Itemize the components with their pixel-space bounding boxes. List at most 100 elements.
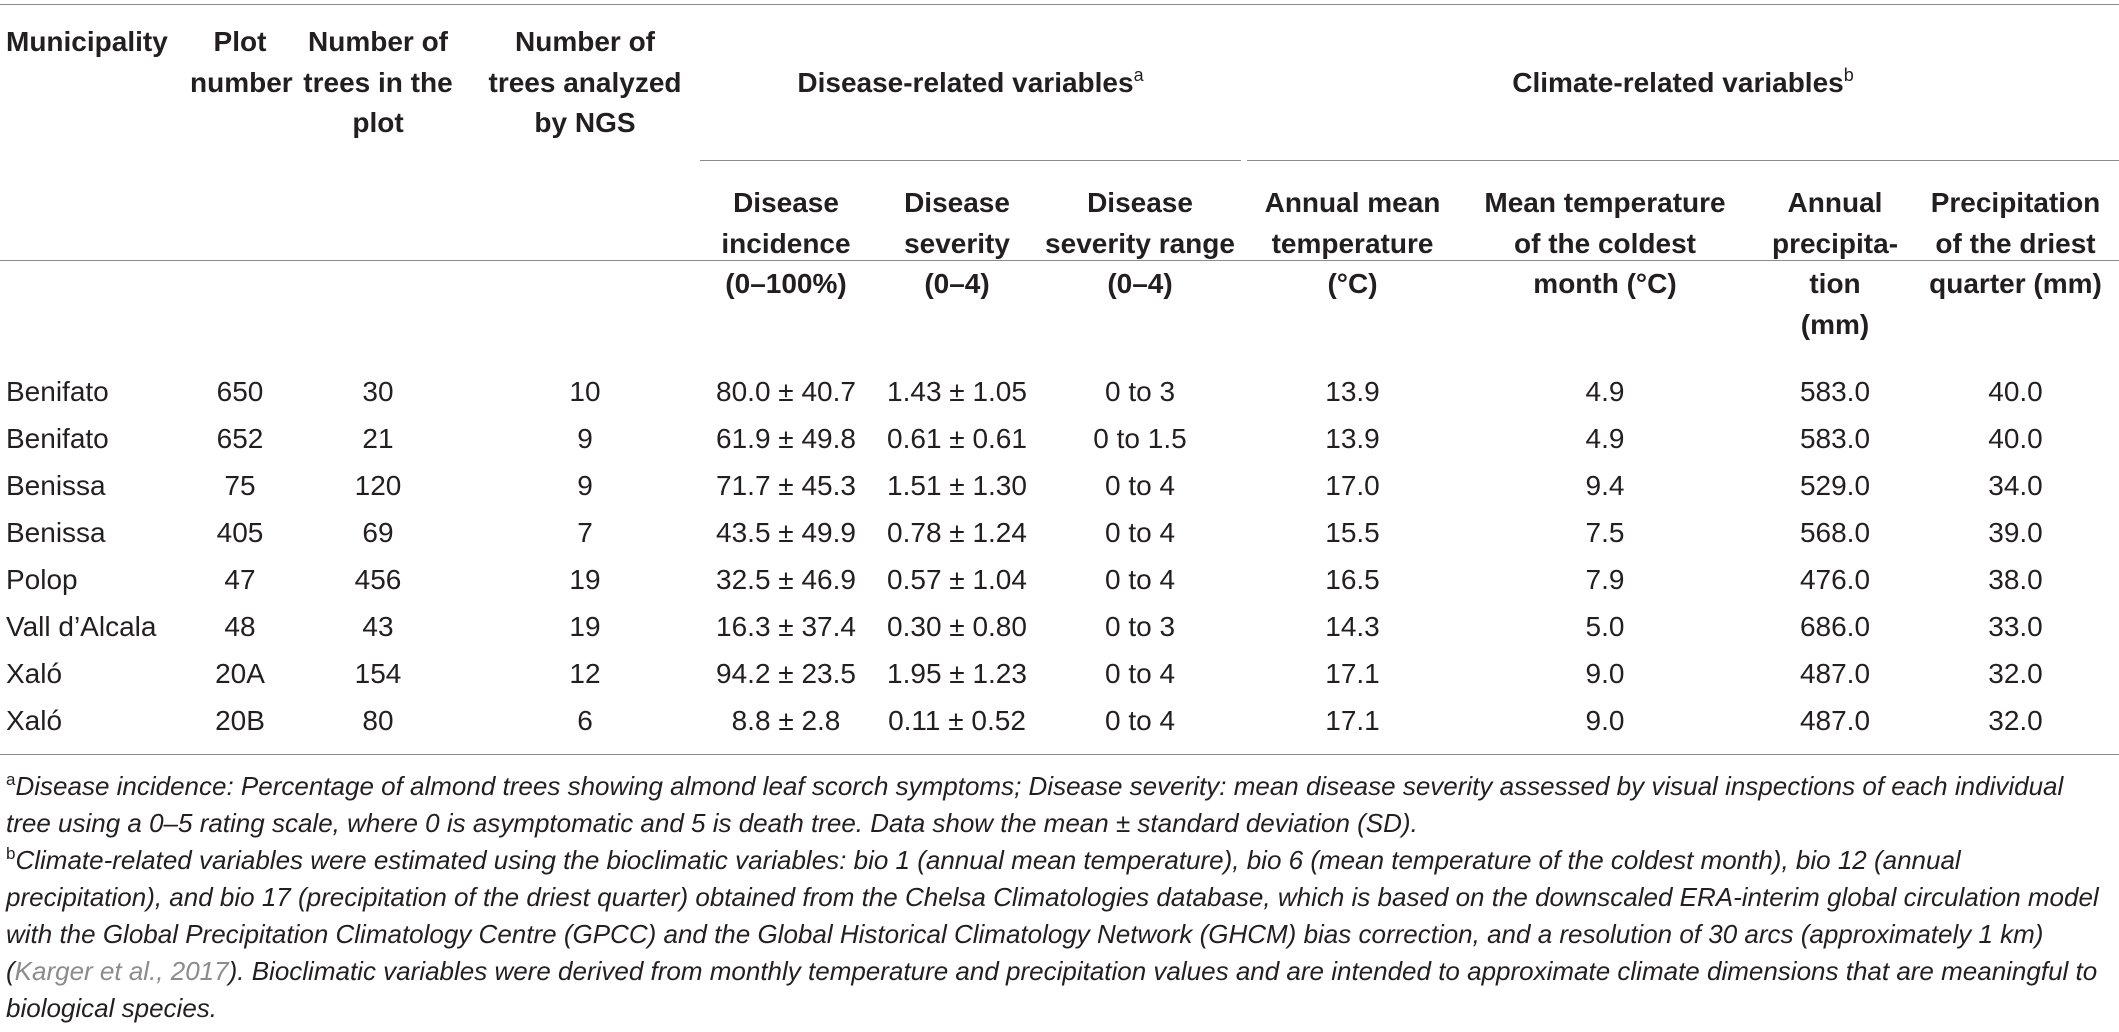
- table-row: Benifato 650 30 10 80.0 ± 40.7 1.43 ± 1.…: [0, 368, 2119, 415]
- footnote-a-text: Disease incidence: Percentage of almond …: [6, 771, 2064, 838]
- footnote-a-marker: a: [6, 770, 16, 789]
- cell-incidence: 43.5 ± 49.9: [716, 517, 856, 548]
- footnote-b-marker: b: [6, 844, 16, 863]
- cell-municipality: Benifato: [6, 376, 109, 407]
- cell-incidence: 8.8 ± 2.8: [731, 705, 841, 736]
- cell-municipality: Xaló: [6, 658, 63, 689]
- table-bottom-rule: [0, 754, 2119, 755]
- cell-trees-ngs: 9: [577, 470, 593, 501]
- cell-municipality: Polop: [6, 564, 78, 595]
- cell-incidence: 71.7 ± 45.3: [716, 470, 856, 501]
- cell-plot-number: 405: [216, 517, 264, 548]
- footnote-marker-a: a: [1133, 64, 1144, 85]
- cell-annual-precip: 529.0: [1799, 470, 1871, 501]
- cell-severity: 0.30 ± 0.80: [887, 611, 1027, 642]
- table-row: Xaló 20B 80 6 8.8 ± 2.8 0.11 ± 0.52 0 to…: [0, 697, 2119, 744]
- header-severity-range: Disease severity range (0–4): [1045, 187, 1235, 299]
- cell-precip-driest: 34.0: [1988, 470, 2043, 501]
- header-plot-number: Plot number: [190, 26, 293, 98]
- cell-trees-in-plot: 30: [362, 376, 394, 407]
- cell-annual-precip: 686.0: [1799, 611, 1871, 642]
- group-climate-label: Climate-related variables: [1512, 66, 1844, 98]
- header-bottom-rule: [0, 260, 2119, 261]
- cell-annual-mean-temp: 16.5: [1325, 564, 1380, 595]
- cell-trees-in-plot: 120: [354, 470, 402, 501]
- table-row: Vall d’Alcala 48 43 19 16.3 ± 37.4 0.30 …: [0, 603, 2119, 650]
- cell-plot-number: 650: [216, 376, 264, 407]
- cell-trees-ngs: 7: [577, 517, 593, 548]
- cell-annual-precip: 568.0: [1799, 517, 1871, 548]
- cell-annual-precip: 487.0: [1799, 658, 1871, 689]
- header-municipality: Municipality: [6, 26, 168, 57]
- cell-municipality: Benissa: [6, 470, 106, 501]
- cell-mean-temp-coldest: 7.9: [1585, 564, 1625, 595]
- cell-annual-mean-temp: 13.9: [1325, 423, 1380, 454]
- cell-severity-range: 0 to 3: [1104, 611, 1176, 642]
- cell-severity-range: 0 to 4: [1104, 705, 1176, 736]
- cell-plot-number: 75: [224, 470, 256, 501]
- cell-trees-in-plot: 21: [362, 423, 394, 454]
- cell-annual-precip: 476.0: [1799, 564, 1871, 595]
- cell-trees-in-plot: 69: [362, 517, 394, 548]
- cell-incidence: 80.0 ± 40.7: [716, 376, 856, 407]
- cell-annual-mean-temp: 13.9: [1325, 376, 1380, 407]
- climate-group-rule: [1247, 160, 2119, 161]
- cell-severity: 1.95 ± 1.23: [887, 658, 1027, 689]
- cell-plot-number: 652: [216, 423, 264, 454]
- cell-incidence: 94.2 ± 23.5: [716, 658, 856, 689]
- cell-severity-range: 0 to 4: [1104, 517, 1176, 548]
- cell-severity-range: 0 to 3: [1104, 376, 1176, 407]
- cell-plot-number: 20B: [215, 705, 265, 736]
- header-group-climate: Climate-related variablesb: [1247, 22, 2119, 103]
- citation-link[interactable]: Karger et al., 2017: [14, 956, 229, 986]
- header-mean-temp-coldest: Mean temperature of the coldest month (°…: [1484, 187, 1726, 299]
- cell-precip-driest: 32.0: [1988, 705, 2043, 736]
- table-row: Polop 47 456 19 32.5 ± 46.9 0.57 ± 1.04 …: [0, 556, 2119, 603]
- cell-municipality: Benissa: [6, 517, 106, 548]
- footnote-b-text: Climate-related variables were estimated…: [6, 845, 2099, 986]
- cell-plot-number: 20A: [215, 658, 265, 689]
- cell-trees-in-plot: 456: [354, 564, 402, 595]
- cell-municipality: Vall d’Alcala: [6, 611, 157, 642]
- cell-plot-number: 48: [224, 611, 256, 642]
- cell-mean-temp-coldest: 9.0: [1585, 705, 1625, 736]
- cell-mean-temp-coldest: 4.9: [1585, 423, 1625, 454]
- header-annual-precip: Annual precipita- tion (mm): [1771, 187, 1899, 340]
- disease-group-rule: [700, 160, 1241, 161]
- cell-trees-ngs: 6: [577, 705, 593, 736]
- cell-precip-driest: 38.0: [1988, 564, 2043, 595]
- cell-incidence: 16.3 ± 37.4: [716, 611, 856, 642]
- cell-severity: 1.43 ± 1.05: [887, 376, 1027, 407]
- cell-severity: 0.57 ± 1.04: [887, 564, 1027, 595]
- cell-severity-range: 0 to 4: [1104, 470, 1176, 501]
- header-precip-driest: Precipitation of the driest quarter (mm): [1929, 187, 2102, 299]
- cell-trees-ngs: 19: [569, 611, 601, 642]
- cell-annual-mean-temp: 14.3: [1325, 611, 1380, 642]
- table-row: Benissa 75 120 9 71.7 ± 45.3 1.51 ± 1.30…: [0, 462, 2119, 509]
- cell-mean-temp-coldest: 9.4: [1585, 470, 1625, 501]
- header-incidence: Disease incidence (0–100%): [721, 187, 851, 299]
- cell-severity: 0.11 ± 0.52: [888, 705, 1026, 736]
- header-severity: Disease severity (0–4): [904, 187, 1010, 299]
- cell-annual-precip: 583.0: [1799, 423, 1871, 454]
- cell-severity: 0.61 ± 0.61: [887, 423, 1027, 454]
- cell-municipality: Benifato: [6, 423, 109, 454]
- cell-precip-driest: 39.0: [1988, 517, 2043, 548]
- table-top-rule: [0, 4, 2119, 5]
- header-annual-mean-temp: Annual mean temperature (°C): [1264, 187, 1441, 299]
- footnote-b-text-end: ). Bioclimatic variables were derived fr…: [6, 956, 2098, 1023]
- cell-mean-temp-coldest: 5.0: [1585, 611, 1625, 642]
- cell-severity-range: 0 to 4: [1104, 564, 1176, 595]
- table-row: Benifato 652 21 9 61.9 ± 49.8 0.61 ± 0.6…: [0, 415, 2119, 462]
- footnote-a: aDisease incidence: Percentage of almond…: [6, 768, 2112, 842]
- cell-plot-number: 47: [224, 564, 256, 595]
- cell-severity-range: 0 to 1.5: [1093, 423, 1187, 454]
- cell-mean-temp-coldest: 9.0: [1585, 658, 1625, 689]
- cell-severity-range: 0 to 4: [1104, 658, 1176, 689]
- cell-severity: 1.51 ± 1.30: [887, 470, 1027, 501]
- cell-annual-mean-temp: 17.0: [1325, 470, 1380, 501]
- table-row: Xaló 20A 154 12 94.2 ± 23.5 1.95 ± 1.23 …: [0, 650, 2119, 697]
- cell-annual-mean-temp: 17.1: [1325, 705, 1380, 736]
- cell-mean-temp-coldest: 7.5: [1585, 517, 1625, 548]
- footnote-b: bClimate-related variables were estimate…: [6, 842, 2112, 1027]
